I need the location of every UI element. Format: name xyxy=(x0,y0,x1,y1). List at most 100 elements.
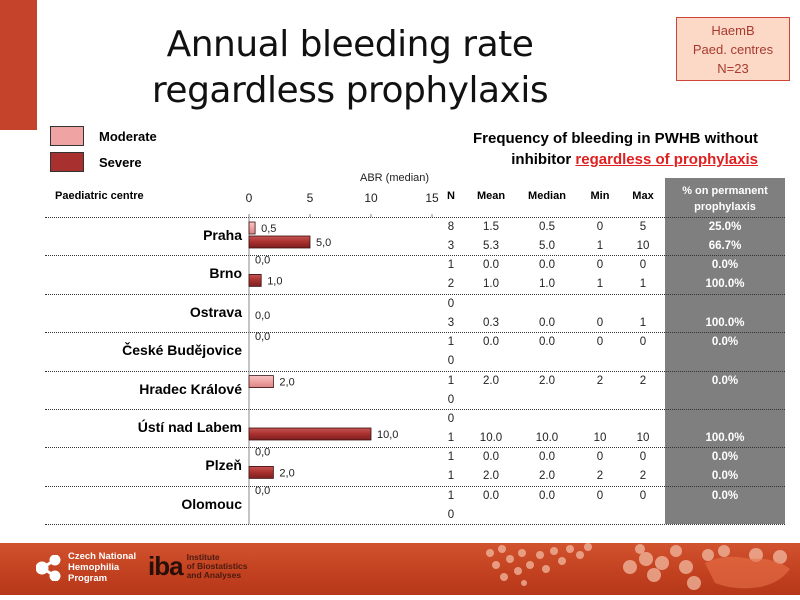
x-tick-label: 0 xyxy=(246,191,253,205)
accent-side-bar xyxy=(0,0,37,130)
info-line-2: Paed. centres xyxy=(692,42,774,57)
stat-cell-n: 3 xyxy=(447,316,455,329)
stat-cell-max: 1 xyxy=(639,316,647,329)
stat-cell-n: 1 xyxy=(447,336,455,349)
stat-cell-max: 10 xyxy=(636,432,650,444)
perm-prophylaxis-cell: 0.0% xyxy=(711,451,739,464)
header-max: Max xyxy=(632,190,654,202)
stat-cell-n: 1 xyxy=(447,374,455,387)
centre-label: Hradec Králové xyxy=(139,380,242,397)
row-separator xyxy=(45,332,785,334)
stat-cell-mean: 0.0 xyxy=(483,336,499,349)
cnhp-logo: Czech National Hemophilia Program xyxy=(36,551,136,584)
bar-data-label: 0,0 xyxy=(255,331,270,343)
bar-data-label: 2,0 xyxy=(279,377,294,389)
stat-cell-max: 0 xyxy=(639,451,647,464)
centre-label: Plzeň xyxy=(205,457,242,474)
row-separator xyxy=(45,524,785,526)
bar-severe xyxy=(248,465,274,479)
centre-label: Ústí nad Labem xyxy=(137,419,242,435)
iba-wordmark: iba xyxy=(148,551,184,581)
centre-label: Praha xyxy=(203,227,242,243)
stat-cell-median: 0.5 xyxy=(539,221,555,233)
info-line-1: HaemB xyxy=(711,23,755,38)
stat-cell-n: 2 xyxy=(447,278,455,291)
cohort-info-box: HaemB Paed. centres N=23 xyxy=(676,17,790,81)
bar-moderate xyxy=(248,375,274,389)
stat-cell-mean: 0.0 xyxy=(483,451,499,464)
bar-severe xyxy=(248,235,311,249)
stat-cell-mean: 0.3 xyxy=(483,316,499,329)
stat-cell-max: 2 xyxy=(639,470,647,483)
perm-prophylaxis-cell: 0.0% xyxy=(711,336,739,349)
centre-column-header: Paediatric centre xyxy=(55,190,144,202)
stat-cell-max: 0 xyxy=(639,259,647,272)
bar-data-label: 5,0 xyxy=(316,237,331,249)
stat-cell-min: 0 xyxy=(596,451,604,464)
perm-prophylaxis-cell: 100.0% xyxy=(705,432,745,444)
stat-cell-median: 2.0 xyxy=(539,470,555,483)
centre-label: České Budějovice xyxy=(122,342,242,359)
perm-prophylaxis-cell: 0.0% xyxy=(711,374,739,387)
legend-swatch-severe xyxy=(50,152,84,172)
subtitle-highlight: regardless of prophylaxis xyxy=(575,151,758,168)
legend-label-moderate: Moderate xyxy=(99,128,157,144)
bar-data-label: 0,0 xyxy=(255,485,270,497)
header-n: N xyxy=(447,190,455,202)
x-tick-label: 15 xyxy=(425,191,439,205)
perm-prophylaxis-cell: 0.0% xyxy=(711,470,739,483)
stat-cell-max: 2 xyxy=(639,374,647,387)
bar-data-label: 0,0 xyxy=(255,310,270,322)
row-separator xyxy=(45,485,785,487)
header-mean: Mean xyxy=(476,190,506,202)
legend-item-severe: Severe xyxy=(50,149,157,175)
row-separator xyxy=(45,293,785,295)
cnhp-line-2: Hemophilia xyxy=(68,562,120,573)
subtitle-line-2: inhibitor regardless of prophylaxis xyxy=(440,149,758,170)
stat-cell-n: 0 xyxy=(447,297,455,310)
perm-header: % on permanent prophylaxis xyxy=(665,183,785,215)
stat-cell-mean: 0.0 xyxy=(483,489,499,502)
stat-cell-n: 0 xyxy=(447,413,455,425)
stat-cell-median: 5.0 xyxy=(539,240,555,252)
stat-cell-median: 10.0 xyxy=(535,432,559,444)
subtitle-prefix: inhibitor xyxy=(511,151,576,168)
bar-data-label: 0,0 xyxy=(255,254,270,266)
stat-cell-max: 10 xyxy=(636,240,650,252)
legend-swatch-moderate xyxy=(50,126,84,146)
stat-cell-median: 1.0 xyxy=(539,278,555,291)
footer-banner: Czech National Hemophilia Program iba In… xyxy=(0,543,800,595)
permanent-prophylaxis-column xyxy=(665,178,785,524)
iba-line-2: of Biostatistics xyxy=(186,561,248,571)
centre-label: Olomouc xyxy=(181,495,242,512)
stat-cell-median: 0.0 xyxy=(539,316,555,329)
bar-data-label: 2,0 xyxy=(279,467,294,479)
stat-cell-mean: 2.0 xyxy=(483,374,499,387)
iba-line-3: and Analyses xyxy=(186,570,242,580)
stat-cell-mean: 2.0 xyxy=(483,470,499,483)
stat-cell-n: 0 xyxy=(447,508,455,521)
perm-prophylaxis-cell: 66.7% xyxy=(708,240,742,252)
cnhp-line-3: Program xyxy=(68,573,108,584)
stat-cell-mean: 0.0 xyxy=(483,259,499,272)
stat-cell-min: 0 xyxy=(596,489,604,502)
stat-cell-median: 0.0 xyxy=(539,451,555,464)
row-separator xyxy=(45,409,785,410)
bar-data-label: 0,0 xyxy=(255,446,270,458)
decorative-dots-pattern xyxy=(486,543,790,590)
perm-prophylaxis-cell: 100.0% xyxy=(705,278,745,291)
x-axis-title: ABR (median) xyxy=(360,172,430,184)
stat-cell-min: 0 xyxy=(596,316,604,329)
row-separator xyxy=(45,255,785,257)
x-tick-label: 5 xyxy=(307,191,314,205)
info-line-3: N=23 xyxy=(717,61,749,76)
bar-data-label: 10,0 xyxy=(377,429,398,441)
stat-cell-mean: 10.0 xyxy=(479,432,503,444)
stat-cell-n: 1 xyxy=(447,451,455,464)
stat-cell-min: 2 xyxy=(596,374,604,387)
stat-cell-n: 3 xyxy=(447,240,455,252)
iba-line-1: Institute xyxy=(186,552,220,562)
stat-cell-min: 10 xyxy=(593,432,607,444)
stat-cell-min: 0 xyxy=(596,221,604,233)
bar-data-label: 1,0 xyxy=(267,275,282,287)
